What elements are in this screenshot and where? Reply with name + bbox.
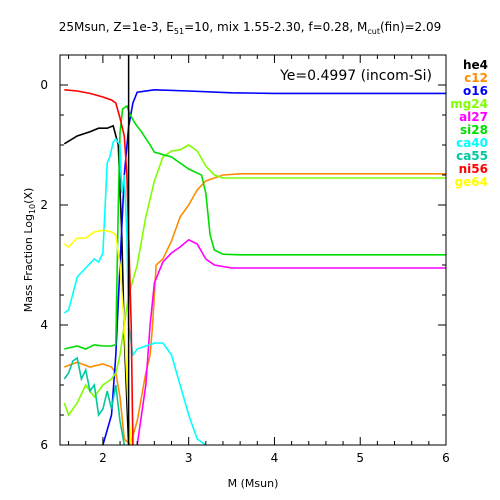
- y-tick-label: 4: [40, 318, 48, 332]
- x-tick-label: 6: [442, 451, 450, 465]
- series-line-ge64: [63, 229, 132, 445]
- series-line-al27: [136, 238, 446, 445]
- y-tick-label: 0: [40, 78, 48, 92]
- y-tick-label: 2: [40, 198, 48, 212]
- series-line-c12: [64, 173, 446, 445]
- series-line-ca55: [63, 356, 126, 445]
- plot-frame: [59, 54, 447, 446]
- legend-entry-o16: o16: [463, 84, 488, 98]
- series-line-si28: [64, 104, 446, 350]
- y-axis-label: Mass Fraction Log10(X): [22, 188, 37, 313]
- x-tick-label: 2: [99, 451, 107, 465]
- legend-entry-ca40: ca40: [456, 136, 488, 150]
- legend-entry-al27: al27: [459, 110, 488, 124]
- series-layer: [63, 88, 446, 445]
- x-tick-label: 4: [271, 451, 279, 465]
- x-tick-label: 3: [185, 451, 193, 465]
- legend-entry-he4: he4: [463, 58, 488, 72]
- legend-entry-ge64: ge64: [455, 175, 488, 189]
- x-tick-label: 5: [356, 451, 364, 465]
- ticks-layer: 2 3 4 5 6 0 2 4 6: [40, 54, 450, 465]
- legend-entry-si28: si28: [460, 123, 488, 137]
- annotation: Ye=0.4997 (incom-Si): [279, 68, 432, 84]
- x-axis-label: M (Msun): [228, 477, 279, 490]
- series-line-ca40: [63, 137, 207, 445]
- series-line-he4: [63, 124, 130, 445]
- legend-entry-c12: c12: [464, 71, 488, 85]
- legend-entry-ca55: ca55: [456, 149, 488, 163]
- chart-title: 25Msun, Z=1e-3, E51=10, mix 1.55-2.30, f…: [59, 20, 442, 36]
- legend-entry-mg24: mg24: [450, 97, 488, 111]
- legend-entry-ni56: ni56: [459, 162, 488, 176]
- y-tick-label: 6: [40, 438, 48, 452]
